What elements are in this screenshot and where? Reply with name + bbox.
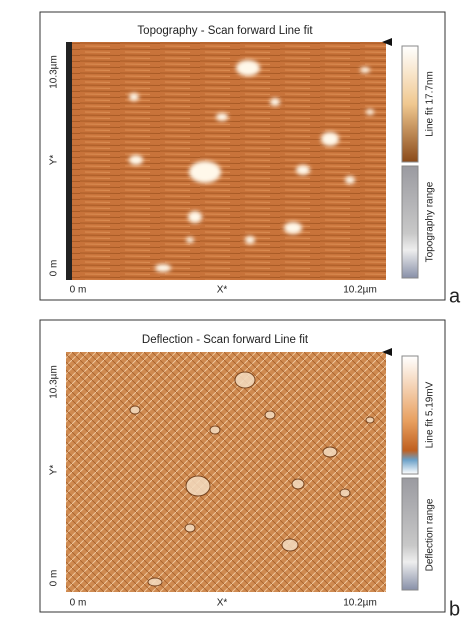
x-axis-label: X* <box>217 598 228 609</box>
y-tick-label: 0 m <box>49 260 60 277</box>
figure: Topography - Scan forward Line fit Line … <box>0 0 470 635</box>
y-axis-label: Y* <box>49 155 60 166</box>
panel-a: Topography - Scan forward Line fit Line … <box>40 12 461 307</box>
y-tick-label: 10.3µm <box>49 365 60 399</box>
image-edge <box>66 42 72 280</box>
range-label: Deflection range <box>425 498 436 571</box>
panel-letter: a <box>449 285 461 307</box>
colorbar <box>402 46 418 162</box>
panel-title: Topography - Scan forward Line fit <box>137 25 313 37</box>
x-axis-label: X* <box>217 285 228 296</box>
y-tick-label: 10.3µm <box>49 55 60 89</box>
panel-title: Deflection - Scan forward Line fit <box>142 334 309 346</box>
panel-letter: b <box>449 598 460 620</box>
afm-image <box>66 42 386 280</box>
x-tick-label: 0 m <box>70 598 87 609</box>
range-bar <box>402 478 418 590</box>
y-axis-label: Y* <box>49 465 60 476</box>
x-tick-label: 10.2µm <box>343 285 377 296</box>
colorbar <box>402 356 418 474</box>
panel-b: Deflection - Scan forward Line fit Line … <box>40 320 460 620</box>
colorbar-label: Line fit 5.19mV <box>425 381 436 448</box>
range-label: Topography range <box>425 181 436 262</box>
x-tick-label: 0 m <box>70 285 87 296</box>
afm-image <box>66 352 386 592</box>
x-tick-label: 10.2µm <box>343 598 377 609</box>
colorbar-label: Line fit 17.7nm <box>425 71 436 137</box>
range-bar <box>402 166 418 278</box>
y-tick-label: 0 m <box>49 570 60 587</box>
